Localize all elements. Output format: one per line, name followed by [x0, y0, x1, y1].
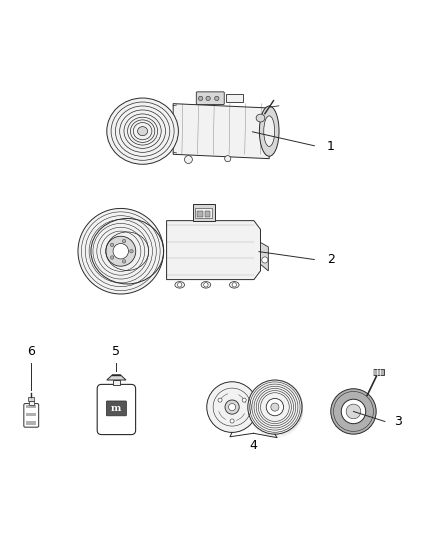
Bar: [373, 369, 384, 375]
Circle shape: [262, 257, 268, 263]
Bar: [28, 400, 34, 405]
Bar: [197, 211, 203, 217]
Bar: [193, 204, 215, 221]
Bar: [26, 409, 36, 413]
Circle shape: [110, 256, 114, 259]
Text: 4: 4: [250, 439, 258, 451]
Polygon shape: [261, 243, 268, 271]
FancyBboxPatch shape: [106, 401, 127, 416]
Circle shape: [122, 239, 126, 243]
Bar: [26, 414, 36, 416]
Circle shape: [229, 403, 236, 410]
Ellipse shape: [201, 281, 211, 288]
Circle shape: [113, 244, 128, 259]
Ellipse shape: [175, 281, 184, 288]
Circle shape: [225, 156, 231, 161]
FancyBboxPatch shape: [24, 403, 39, 427]
Circle shape: [206, 96, 210, 101]
Ellipse shape: [256, 114, 265, 122]
Circle shape: [177, 282, 182, 287]
Ellipse shape: [259, 106, 279, 156]
Polygon shape: [107, 375, 126, 380]
Ellipse shape: [264, 116, 275, 147]
Ellipse shape: [230, 281, 239, 288]
Bar: [226, 94, 243, 102]
Circle shape: [184, 156, 192, 164]
Bar: [195, 207, 212, 219]
Bar: [28, 397, 34, 400]
Circle shape: [341, 399, 366, 424]
Text: 1: 1: [327, 140, 335, 153]
Circle shape: [215, 96, 219, 101]
Bar: [205, 211, 210, 217]
Bar: [113, 380, 120, 385]
Circle shape: [232, 282, 237, 287]
Text: 5: 5: [113, 345, 120, 358]
Text: 3: 3: [394, 415, 402, 428]
FancyBboxPatch shape: [97, 384, 136, 434]
Ellipse shape: [107, 98, 178, 164]
Bar: [26, 422, 36, 425]
Circle shape: [78, 208, 163, 294]
Circle shape: [242, 398, 246, 402]
Circle shape: [110, 243, 114, 247]
Circle shape: [271, 403, 279, 411]
Circle shape: [130, 249, 133, 253]
Circle shape: [198, 96, 203, 101]
Circle shape: [346, 404, 361, 419]
Circle shape: [331, 389, 376, 434]
Circle shape: [225, 400, 239, 414]
Circle shape: [266, 399, 283, 416]
Ellipse shape: [138, 127, 148, 136]
Bar: [26, 417, 36, 421]
Text: 6: 6: [27, 345, 35, 358]
Circle shape: [207, 382, 258, 432]
Bar: [26, 405, 36, 408]
Text: 2: 2: [327, 254, 335, 266]
Text: m: m: [111, 404, 122, 413]
Polygon shape: [166, 221, 261, 280]
Polygon shape: [173, 103, 269, 159]
Circle shape: [122, 260, 126, 263]
Circle shape: [248, 380, 302, 434]
Circle shape: [218, 398, 222, 402]
Circle shape: [106, 236, 136, 266]
Circle shape: [230, 419, 234, 423]
Circle shape: [204, 282, 208, 287]
FancyBboxPatch shape: [196, 92, 224, 104]
